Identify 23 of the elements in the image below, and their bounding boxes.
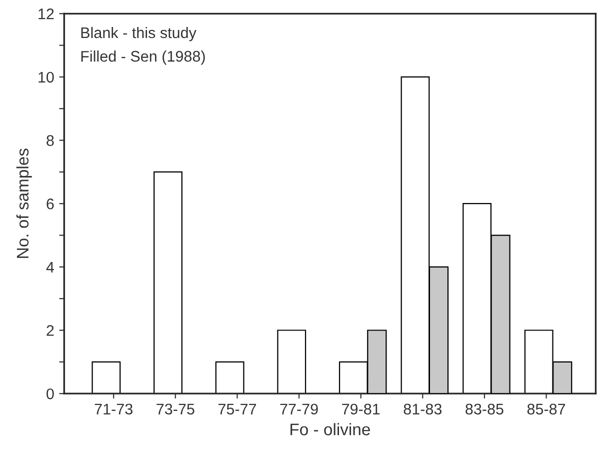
y-axis-title: No. of samples (16, 148, 32, 258)
x-tick-label: 81-83 (404, 404, 442, 415)
bar (277, 330, 306, 394)
bar (92, 361, 121, 394)
annotation: Filled - Sen (1988) (81, 50, 205, 65)
annotation: Blank - this study (81, 26, 196, 42)
y-tick-label: 0 (46, 388, 54, 400)
bar (215, 361, 244, 394)
x-tick-label: 75-77 (218, 404, 256, 415)
y-tick-label: 6 (46, 198, 54, 210)
y-tick-label: 10 (38, 72, 54, 83)
x-tick-label: 79-81 (342, 404, 380, 415)
y-tick-label: 4 (46, 262, 54, 272)
bar (154, 171, 182, 394)
x-axis-title: Fo - olivine (290, 423, 370, 436)
x-tick-label: 77-79 (280, 404, 318, 415)
x-tick-label: 83-85 (466, 404, 504, 415)
x-tick-label: 73-75 (156, 404, 194, 415)
x-tick-label: 71-73 (94, 404, 132, 415)
y-tick-label: 12 (38, 8, 54, 20)
x-tick-label: 85-87 (527, 404, 566, 415)
y-tick-label: 2 (46, 325, 54, 336)
y-tick-label: 8 (46, 135, 54, 146)
